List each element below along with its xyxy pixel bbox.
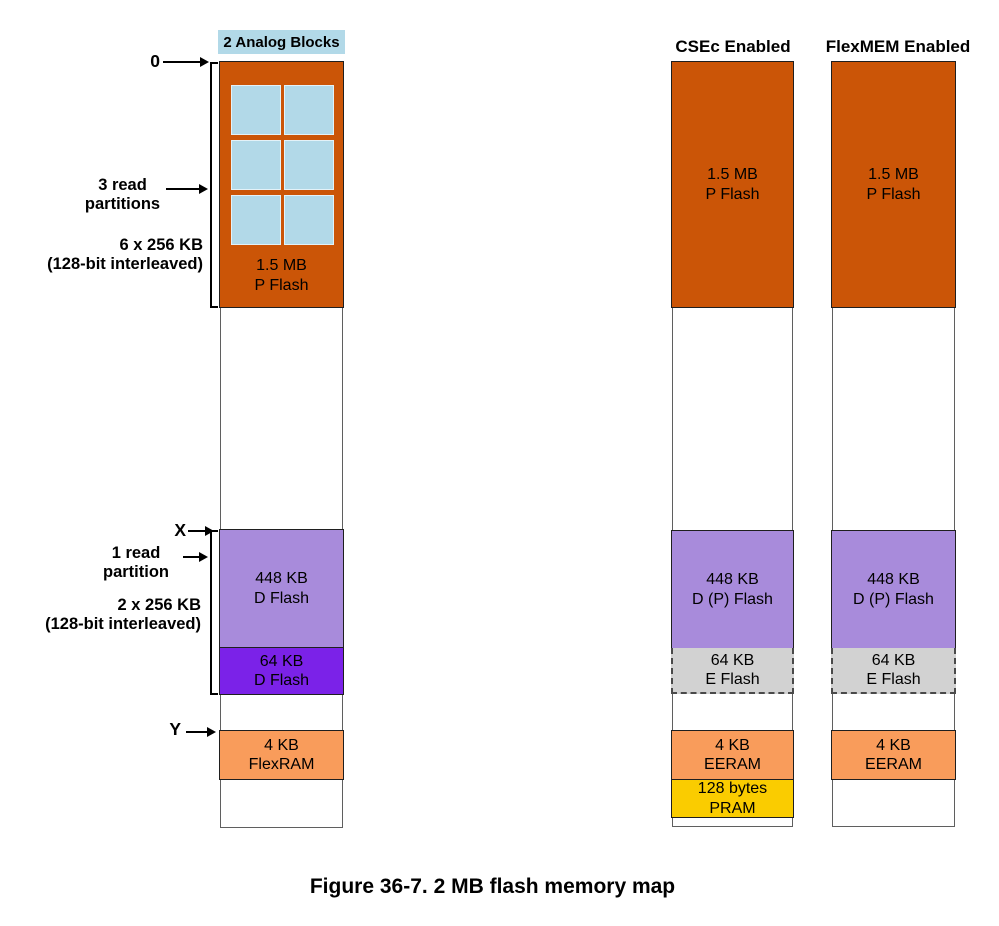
block-label-line1: 4 KB xyxy=(876,736,911,754)
default-flexram-block: 4 KB FlexRAM xyxy=(219,730,344,780)
block-label-line2: D (P) Flash xyxy=(692,590,773,608)
block-label-line2: P Flash xyxy=(866,185,921,203)
pflash-interleave-line1: 6 x 256 KB xyxy=(119,236,203,254)
arrow-shaft xyxy=(188,530,208,532)
address-zero-label: 0 xyxy=(150,51,160,71)
csec-column-header: CSEc Enabled xyxy=(675,37,791,56)
block-label-line1: 1.5 MB xyxy=(707,166,758,183)
analog-block-cell xyxy=(231,140,281,190)
figure-caption: Figure 36-7. 2 MB flash memory map xyxy=(309,875,676,898)
block-label-line1: 448 KB xyxy=(255,570,308,587)
flexmem-eeram-block: 4 KB EERAM xyxy=(831,730,956,780)
dflash-partitions-line2: partition xyxy=(103,563,169,581)
pflash-partitions-label: 3 read partitions xyxy=(55,176,190,214)
dflash-interleave-line1: 2 x 256 KB xyxy=(117,596,201,614)
address-y-label: Y xyxy=(169,719,181,739)
analog-block-cell xyxy=(284,140,334,190)
arrow-head xyxy=(199,184,208,194)
block-label-line1: 1.5 MB xyxy=(868,166,919,183)
dflash-interleave-line2: (128-bit interleaved) xyxy=(45,615,201,633)
block-label-line1: 64 KB xyxy=(259,652,304,670)
analog-block-cell xyxy=(284,85,334,135)
csec-eflash-block: 64 KB E Flash xyxy=(671,648,794,694)
default-dflash448-block: 448 KB D Flash xyxy=(219,529,344,648)
flexmem-pflash-block: 1.5 MB P Flash xyxy=(831,61,956,308)
block-label-line2: D (P) Flash xyxy=(853,590,934,608)
dflash-partitions-line1: 1 read xyxy=(111,544,161,562)
arrow-head xyxy=(199,552,208,562)
block-label: 1.5 MB P Flash xyxy=(255,256,309,295)
block-label-line1: 448 KB xyxy=(706,571,759,588)
analog-block-cell xyxy=(231,85,281,135)
analog-blocks-tag: 2 Analog Blocks xyxy=(218,30,345,54)
csec-pflash-block: 1.5 MB P Flash xyxy=(671,61,794,308)
dflash-partitions-arrow-icon xyxy=(183,551,208,563)
block-label-line2: P Flash xyxy=(254,276,309,294)
block-label-line2: D Flash xyxy=(253,672,310,689)
pflash-partitions-arrow-icon xyxy=(166,183,208,195)
default-pflash-block: 1.5 MB P Flash xyxy=(219,61,344,308)
analog-block-cell xyxy=(284,195,334,245)
dflash-partitions-label: 1 read partition xyxy=(80,544,192,582)
address-zero-arrow-icon xyxy=(163,56,209,68)
analog-block-cell xyxy=(231,195,281,245)
pflash-partitions-line2: partitions xyxy=(84,195,161,213)
block-label-line1: 4 KB xyxy=(264,736,299,754)
arrow-head xyxy=(200,57,209,67)
address-y-arrow-icon xyxy=(186,726,216,738)
arrow-shaft xyxy=(183,556,202,558)
block-label-line2: E Flash xyxy=(705,671,760,688)
address-x-arrow-icon xyxy=(188,525,214,537)
arrow-head xyxy=(205,526,214,536)
block-label-line1: 1.5 MB xyxy=(256,257,307,274)
csec-pram-block: 128 bytes PRAM xyxy=(671,779,794,818)
csec-eeram-block: 4 KB EERAM xyxy=(671,730,794,780)
block-label-line2: E Flash xyxy=(866,671,921,688)
arrow-shaft xyxy=(166,188,202,190)
block-label-line2: PRAM xyxy=(709,799,756,817)
pflash-interleave-line2: (128-bit interleaved) xyxy=(47,255,203,273)
flexmem-eflash-block: 64 KB E Flash xyxy=(831,648,956,694)
block-label-line2: EERAM xyxy=(865,756,922,773)
block-label-line1: 448 KB xyxy=(867,571,920,588)
block-label-line2: FlexRAM xyxy=(248,756,315,773)
arrow-shaft xyxy=(186,731,210,733)
flexmem-column-header: FlexMEM Enabled xyxy=(825,37,971,56)
block-label-line1: 64 KB xyxy=(871,651,916,669)
arrow-head xyxy=(207,727,216,737)
pflash-partitions-line1: 3 read xyxy=(98,176,147,194)
block-label-line1: 128 bytes xyxy=(697,780,768,797)
flexmem-dpflash-block: 448 KB D (P) Flash xyxy=(831,530,956,649)
block-label-line1: 64 KB xyxy=(710,651,755,669)
arrow-shaft xyxy=(163,61,203,63)
dflash-region-bracket xyxy=(210,530,218,695)
block-label-line1: 4 KB xyxy=(715,736,750,754)
pflash-interleave-label: 6 x 256 KB (128-bit interleaved) xyxy=(0,236,203,274)
block-label-line2: EERAM xyxy=(704,756,761,773)
pflash-region-bracket xyxy=(210,62,218,308)
csec-dpflash-block: 448 KB D (P) Flash xyxy=(671,530,794,649)
address-x-label: X xyxy=(174,520,186,540)
dflash-interleave-label: 2 x 256 KB (128-bit interleaved) xyxy=(0,596,201,634)
default-dflash64-block: 64 KB D Flash xyxy=(219,647,344,695)
block-label-line2: D Flash xyxy=(253,589,310,607)
block-label-line2: P Flash xyxy=(705,185,760,203)
